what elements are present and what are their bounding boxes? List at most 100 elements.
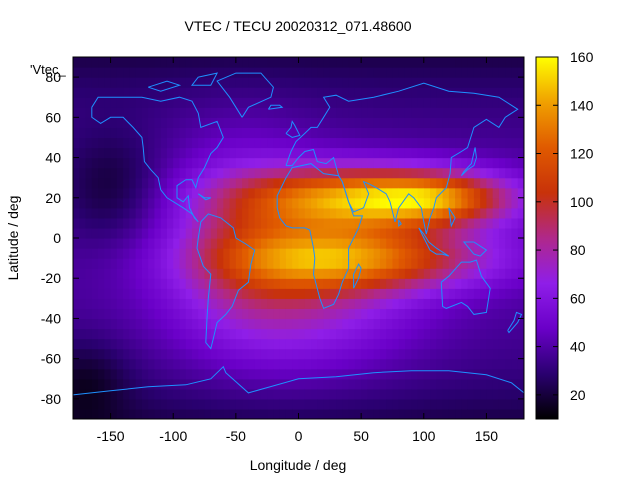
- heatmap-cell: [417, 308, 425, 320]
- heatmap-cell: [442, 398, 450, 410]
- heatmap-cell: [248, 137, 256, 149]
- heatmap-cell: [411, 87, 419, 98]
- y-tick-label: -60: [41, 351, 61, 367]
- heatmap-cell: [467, 107, 475, 118]
- heatmap-cell: [98, 338, 105, 350]
- heatmap-cell: [517, 248, 524, 259]
- heatmap-cell: [110, 388, 118, 400]
- heatmap-cell: [135, 207, 143, 219]
- heatmap-cell: [373, 348, 381, 360]
- heatmap-cell: [298, 227, 306, 239]
- heatmap-cell: [354, 77, 362, 88]
- heatmap-cell: [323, 67, 331, 78]
- heatmap-cell: [116, 278, 124, 289]
- heatmap-cell: [436, 398, 444, 410]
- heatmap-cell: [473, 107, 481, 118]
- heatmap-cell: [455, 77, 462, 88]
- heatmap-cell: [173, 348, 181, 360]
- heatmap-cell: [129, 278, 137, 289]
- heatmap-cell: [235, 127, 243, 139]
- heatmap-cell: [336, 378, 343, 390]
- heatmap-cell: [267, 227, 275, 239]
- x-tick-label: -100: [159, 428, 187, 444]
- heatmap-cell: [354, 238, 362, 249]
- heatmap-cell: [85, 378, 93, 390]
- heatmap-cell: [85, 348, 93, 360]
- heatmap-cell: [486, 328, 494, 340]
- heatmap-cell: [398, 398, 406, 410]
- heatmap-cell: [373, 177, 381, 189]
- heatmap-cell: [417, 107, 425, 118]
- heatmap-cell: [235, 207, 243, 219]
- heatmap-cell: [455, 348, 462, 360]
- heatmap-cell: [317, 107, 325, 118]
- heatmap-cell: [417, 137, 425, 149]
- heatmap-cell: [492, 238, 500, 249]
- heatmap-cell: [379, 227, 387, 239]
- heatmap-cell: [285, 288, 293, 299]
- heatmap-cell: [473, 318, 481, 330]
- heatmap-cell: [461, 328, 469, 340]
- heatmap-cell: [110, 278, 118, 289]
- heatmap-cell: [442, 177, 450, 189]
- heatmap-cell: [73, 177, 80, 189]
- heatmap-cell: [348, 177, 356, 189]
- heatmap-cell: [223, 298, 231, 309]
- heatmap-cell: [129, 147, 137, 159]
- heatmap-cell: [436, 187, 444, 199]
- heatmap-cell: [198, 378, 206, 390]
- heatmap-cell: [98, 278, 105, 289]
- heatmap-cell: [235, 248, 243, 259]
- heatmap-cell: [311, 217, 318, 229]
- heatmap-cell: [423, 328, 431, 340]
- heatmap-cell: [273, 368, 281, 380]
- heatmap-cell: [298, 258, 306, 269]
- heatmap-cell: [392, 248, 400, 259]
- heatmap-cell: [361, 268, 368, 279]
- heatmap-cell: [198, 107, 206, 118]
- heatmap-cell: [204, 368, 212, 380]
- heatmap-cell: [404, 187, 412, 199]
- heatmap-cell: [129, 197, 137, 209]
- heatmap-cell: [79, 217, 87, 229]
- heatmap-cell: [279, 187, 287, 199]
- heatmap-cell: [336, 177, 343, 189]
- heatmap-cell: [198, 328, 206, 340]
- heatmap-cell: [398, 378, 406, 390]
- heatmap-cell: [486, 197, 494, 209]
- heatmap-cell: [292, 248, 300, 259]
- heatmap-cell: [442, 358, 450, 370]
- heatmap-cell: [404, 268, 412, 279]
- heatmap-cell: [85, 127, 93, 139]
- heatmap-cell: [323, 77, 331, 88]
- heatmap-cell: [73, 258, 80, 269]
- heatmap-cell: [354, 157, 362, 169]
- heatmap-cell: [248, 238, 256, 249]
- heatmap-cell: [248, 77, 256, 88]
- heatmap-cell: [379, 358, 387, 370]
- heatmap-cell: [73, 248, 80, 259]
- heatmap-cell: [480, 268, 488, 279]
- heatmap-cell: [511, 378, 519, 390]
- heatmap-cell: [173, 388, 181, 400]
- heatmap-cell: [273, 57, 281, 68]
- heatmap-cell: [279, 157, 287, 169]
- heatmap-cell: [467, 217, 475, 229]
- heatmap-cell: [417, 197, 425, 209]
- heatmap-cell: [329, 127, 337, 139]
- heatmap-cell: [123, 197, 130, 209]
- coastline: [276, 163, 364, 310]
- heatmap-cell: [361, 107, 368, 118]
- heatmap-cell: [141, 217, 149, 229]
- heatmap-cell: [148, 258, 156, 269]
- heatmap-cell: [498, 298, 506, 309]
- heatmap-cell: [398, 157, 406, 169]
- heatmap-cell: [361, 167, 368, 179]
- heatmap-cell: [398, 348, 406, 360]
- heatmap-cell: [404, 197, 412, 209]
- heatmap-cell: [235, 348, 243, 360]
- heatmap-cell: [436, 348, 444, 360]
- heatmap-cell: [217, 348, 224, 360]
- heatmap-cell: [160, 87, 168, 98]
- heatmap-cell: [185, 248, 193, 259]
